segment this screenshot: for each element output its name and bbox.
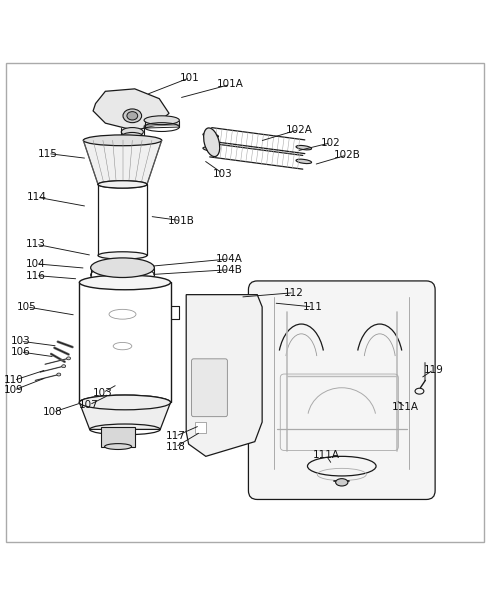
Ellipse shape <box>98 252 147 259</box>
Ellipse shape <box>336 478 348 486</box>
FancyBboxPatch shape <box>192 359 227 417</box>
Ellipse shape <box>57 373 61 376</box>
Ellipse shape <box>98 181 147 188</box>
Ellipse shape <box>123 109 142 123</box>
Text: 105: 105 <box>17 302 37 312</box>
Ellipse shape <box>296 146 312 150</box>
Ellipse shape <box>67 357 71 360</box>
Text: 103: 103 <box>213 169 233 179</box>
Text: 113: 113 <box>26 239 46 249</box>
Polygon shape <box>101 427 135 446</box>
Ellipse shape <box>91 258 154 277</box>
Text: 109: 109 <box>4 385 24 395</box>
Ellipse shape <box>79 275 171 290</box>
Ellipse shape <box>79 395 171 410</box>
Text: 119: 119 <box>424 365 443 374</box>
Text: 104B: 104B <box>216 265 243 275</box>
Bar <box>195 422 206 433</box>
Ellipse shape <box>127 112 138 120</box>
Text: 118: 118 <box>166 442 185 452</box>
Text: 103: 103 <box>11 336 30 346</box>
Text: 116: 116 <box>26 271 46 280</box>
Ellipse shape <box>98 181 147 188</box>
Ellipse shape <box>121 132 143 141</box>
Text: 102A: 102A <box>286 124 312 135</box>
Ellipse shape <box>105 443 131 449</box>
Text: 112: 112 <box>284 288 304 298</box>
Text: 101: 101 <box>180 72 200 83</box>
Text: 114: 114 <box>27 192 47 202</box>
Ellipse shape <box>203 133 219 138</box>
FancyBboxPatch shape <box>248 281 435 500</box>
Ellipse shape <box>204 128 220 156</box>
Text: 102B: 102B <box>334 150 360 160</box>
Text: 111: 111 <box>303 302 322 312</box>
Text: 104: 104 <box>26 259 46 269</box>
Text: 108: 108 <box>43 407 63 417</box>
Ellipse shape <box>121 127 143 137</box>
Text: 101B: 101B <box>168 216 195 226</box>
Text: 110: 110 <box>4 376 24 385</box>
Text: 106: 106 <box>11 347 30 357</box>
Text: 103: 103 <box>93 388 113 397</box>
Text: 111A: 111A <box>312 450 340 460</box>
Ellipse shape <box>296 159 312 164</box>
Text: 107: 107 <box>79 400 99 410</box>
Ellipse shape <box>144 116 179 124</box>
Ellipse shape <box>79 395 171 410</box>
Ellipse shape <box>62 365 66 368</box>
Text: 115: 115 <box>38 149 58 158</box>
Polygon shape <box>186 295 262 457</box>
Text: 117: 117 <box>166 431 185 442</box>
Polygon shape <box>79 402 171 429</box>
Polygon shape <box>83 140 162 184</box>
Text: 102: 102 <box>321 138 341 148</box>
Polygon shape <box>93 89 169 130</box>
Text: 111A: 111A <box>392 402 419 413</box>
Text: 101A: 101A <box>217 80 244 89</box>
Ellipse shape <box>83 135 162 146</box>
Text: 104A: 104A <box>216 254 243 264</box>
Ellipse shape <box>203 147 219 152</box>
